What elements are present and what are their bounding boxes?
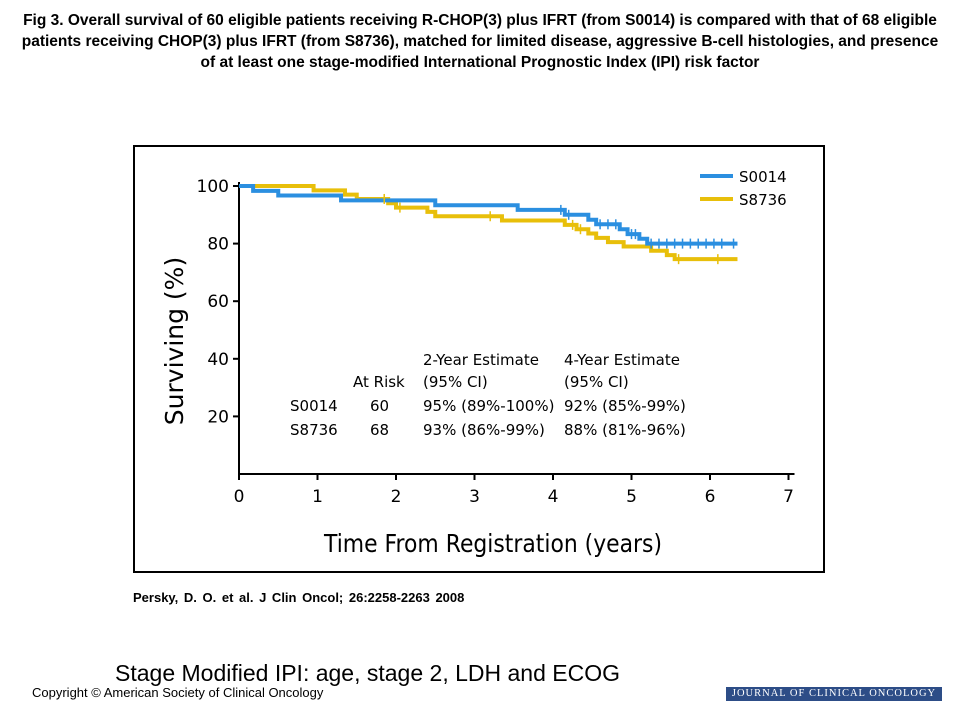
y-tick-label: 100 <box>197 177 229 197</box>
table-row-s0014-4yr: 92% (85%-99%) <box>564 397 686 415</box>
footnote: Stage Modified IPI: age, stage 2, LDH an… <box>115 660 621 686</box>
x-tick-label: 6 <box>705 487 716 507</box>
figure-title: Fig 3. Overall survival of 60 eligible p… <box>21 12 939 71</box>
y-axis-label: Surviving (%) <box>160 257 189 425</box>
table-header-2yr-line1: 2-Year Estimate <box>423 351 539 369</box>
series-line-s0014 <box>239 184 738 246</box>
citation: Persky, D. O. et al. J Clin Oncol; 26:22… <box>133 590 465 605</box>
table-row-s0014-name: S0014 <box>290 397 338 415</box>
chart-frame: 0 1 2 3 4 5 6 7 20 40 60 80 100 S0014 S8736 At Risk … <box>133 145 825 573</box>
y-tick-label: 60 <box>207 292 229 312</box>
x-axis-label: Time From Registration (years) <box>323 529 662 558</box>
y-tick-label: 80 <box>207 235 229 255</box>
x-tick-label: 1 <box>312 487 323 507</box>
table-row-s8736-name: S8736 <box>290 421 338 439</box>
table-row-s0014-at-risk: 60 <box>370 397 389 415</box>
x-tick-label: 2 <box>391 487 402 507</box>
legend-label-s0014: S0014 <box>739 168 787 186</box>
x-tick-label: 7 <box>783 487 794 507</box>
table-row-s8736-2yr: 93% (86%-99%) <box>423 421 545 439</box>
table-row-s8736-at-risk: 68 <box>370 421 389 439</box>
x-tick-label: 3 <box>469 487 480 507</box>
y-tick-label: 40 <box>207 350 229 370</box>
x-tick-label: 5 <box>626 487 637 507</box>
table-header-4yr-line1: 4-Year Estimate <box>564 351 680 369</box>
journal-logo: JOURNAL OF CLINICAL ONCOLOGY <box>726 687 942 701</box>
x-tick-label: 0 <box>234 487 245 507</box>
table-header-4yr-line2: (95% CI) <box>564 373 629 391</box>
legend-label-s8736: S8736 <box>739 191 787 209</box>
x-tick-label: 4 <box>548 487 559 507</box>
table-row-s0014-2yr: 95% (89%-100%) <box>423 397 554 415</box>
copyright-notice: Copyright © American Society of Clinical… <box>32 685 324 700</box>
table-header-at-risk: At Risk <box>353 373 405 391</box>
table-row-s8736-4yr: 88% (81%-96%) <box>564 421 686 439</box>
y-tick-label: 20 <box>207 407 229 427</box>
table-header-2yr-line2: (95% CI) <box>423 373 488 391</box>
